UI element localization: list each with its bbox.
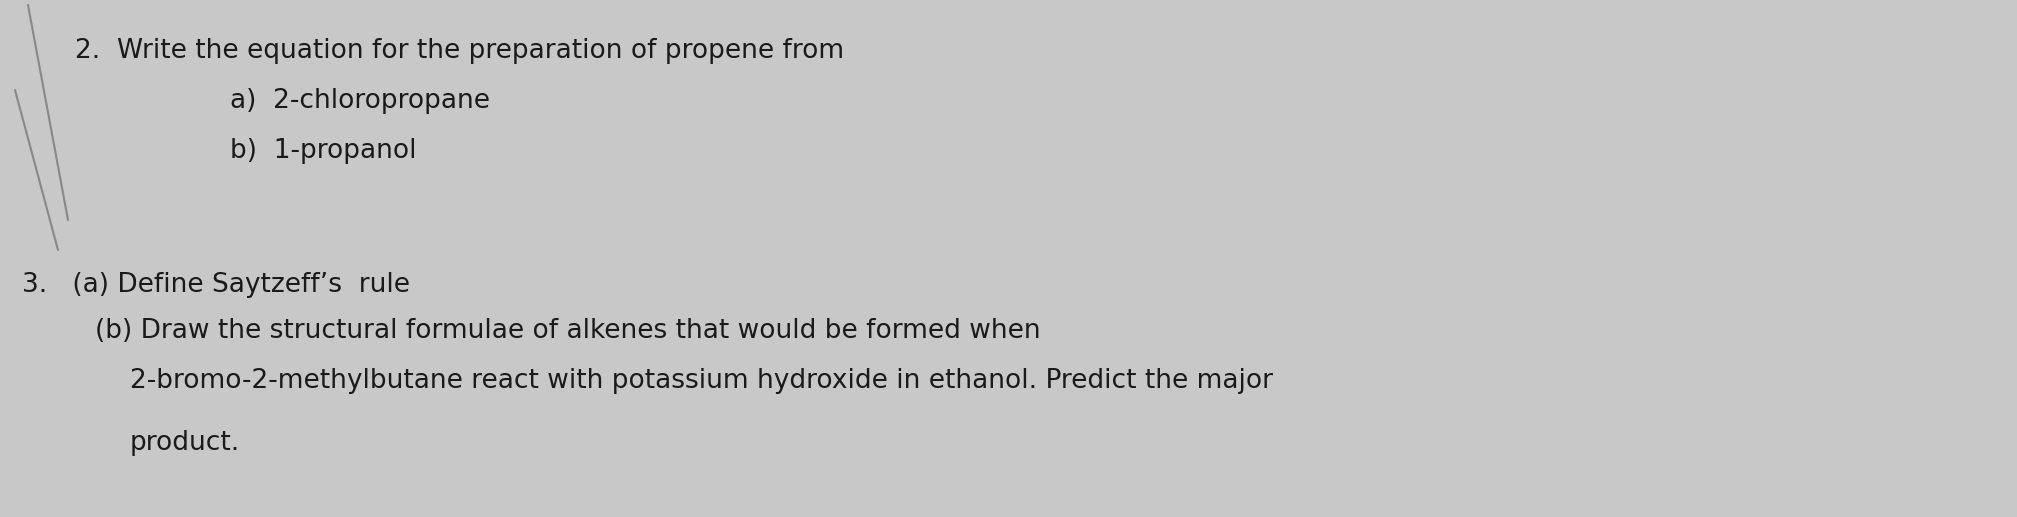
Text: b)  1-propanol: b) 1-propanol	[230, 138, 416, 164]
Text: (b) Draw the structural formulae of alkenes that would be formed when: (b) Draw the structural formulae of alke…	[95, 318, 1041, 344]
Text: product.: product.	[129, 430, 240, 456]
Text: 2.  Write the equation for the preparation of propene from: 2. Write the equation for the preparatio…	[75, 38, 845, 64]
Text: 3.   (a) Define Saytzeff’s  rule: 3. (a) Define Saytzeff’s rule	[22, 272, 409, 298]
Text: a)  2-chloropropane: a) 2-chloropropane	[230, 88, 490, 114]
Text: 2-bromo-2-methylbutane react with potassium hydroxide in ethanol. Predict the ma: 2-bromo-2-methylbutane react with potass…	[129, 368, 1273, 394]
